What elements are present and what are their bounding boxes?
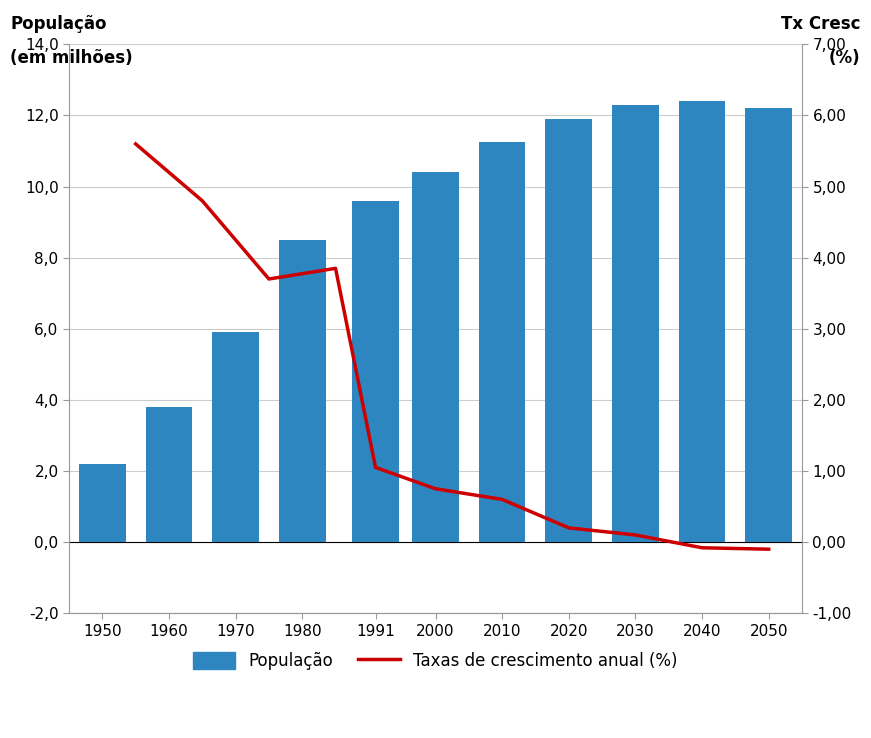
Bar (479, 142, 525, 542)
Text: Tx Cresc: Tx Cresc (781, 15, 861, 33)
Bar (279, 240, 326, 542)
Bar (213, 332, 259, 542)
Bar (746, 108, 792, 542)
Bar (145, 407, 192, 542)
Bar (412, 173, 459, 542)
Text: (em milhões): (em milhões) (10, 49, 133, 67)
Bar (679, 101, 726, 542)
Text: (%): (%) (829, 49, 861, 67)
Legend: População, Taxas de crescimento anual (%): População, Taxas de crescimento anual (%… (185, 644, 686, 679)
Text: População: População (10, 15, 107, 33)
Bar (79, 464, 125, 542)
Bar (352, 201, 399, 542)
Bar (612, 105, 658, 542)
Bar (545, 119, 592, 542)
